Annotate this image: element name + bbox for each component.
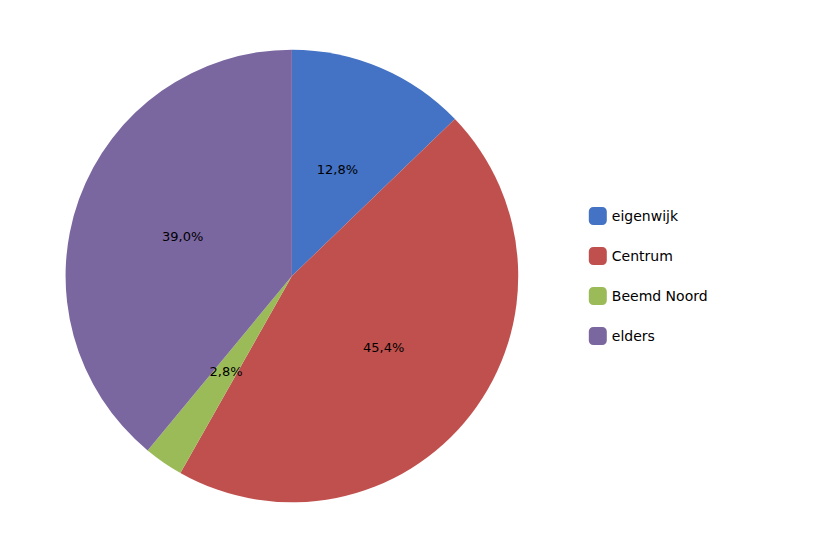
svg-text:Beemd Noord: Beemd Noord	[612, 288, 708, 304]
svg-text:2,8%: 2,8%	[209, 364, 242, 379]
svg-text:Centrum: Centrum	[612, 248, 673, 264]
svg-text:45,4%: 45,4%	[363, 340, 404, 355]
svg-text:elders: elders	[612, 328, 655, 344]
svg-text:39,0%: 39,0%	[162, 229, 203, 244]
svg-text:12,8%: 12,8%	[317, 162, 358, 177]
svg-text:eigenwijk: eigenwijk	[612, 208, 679, 224]
